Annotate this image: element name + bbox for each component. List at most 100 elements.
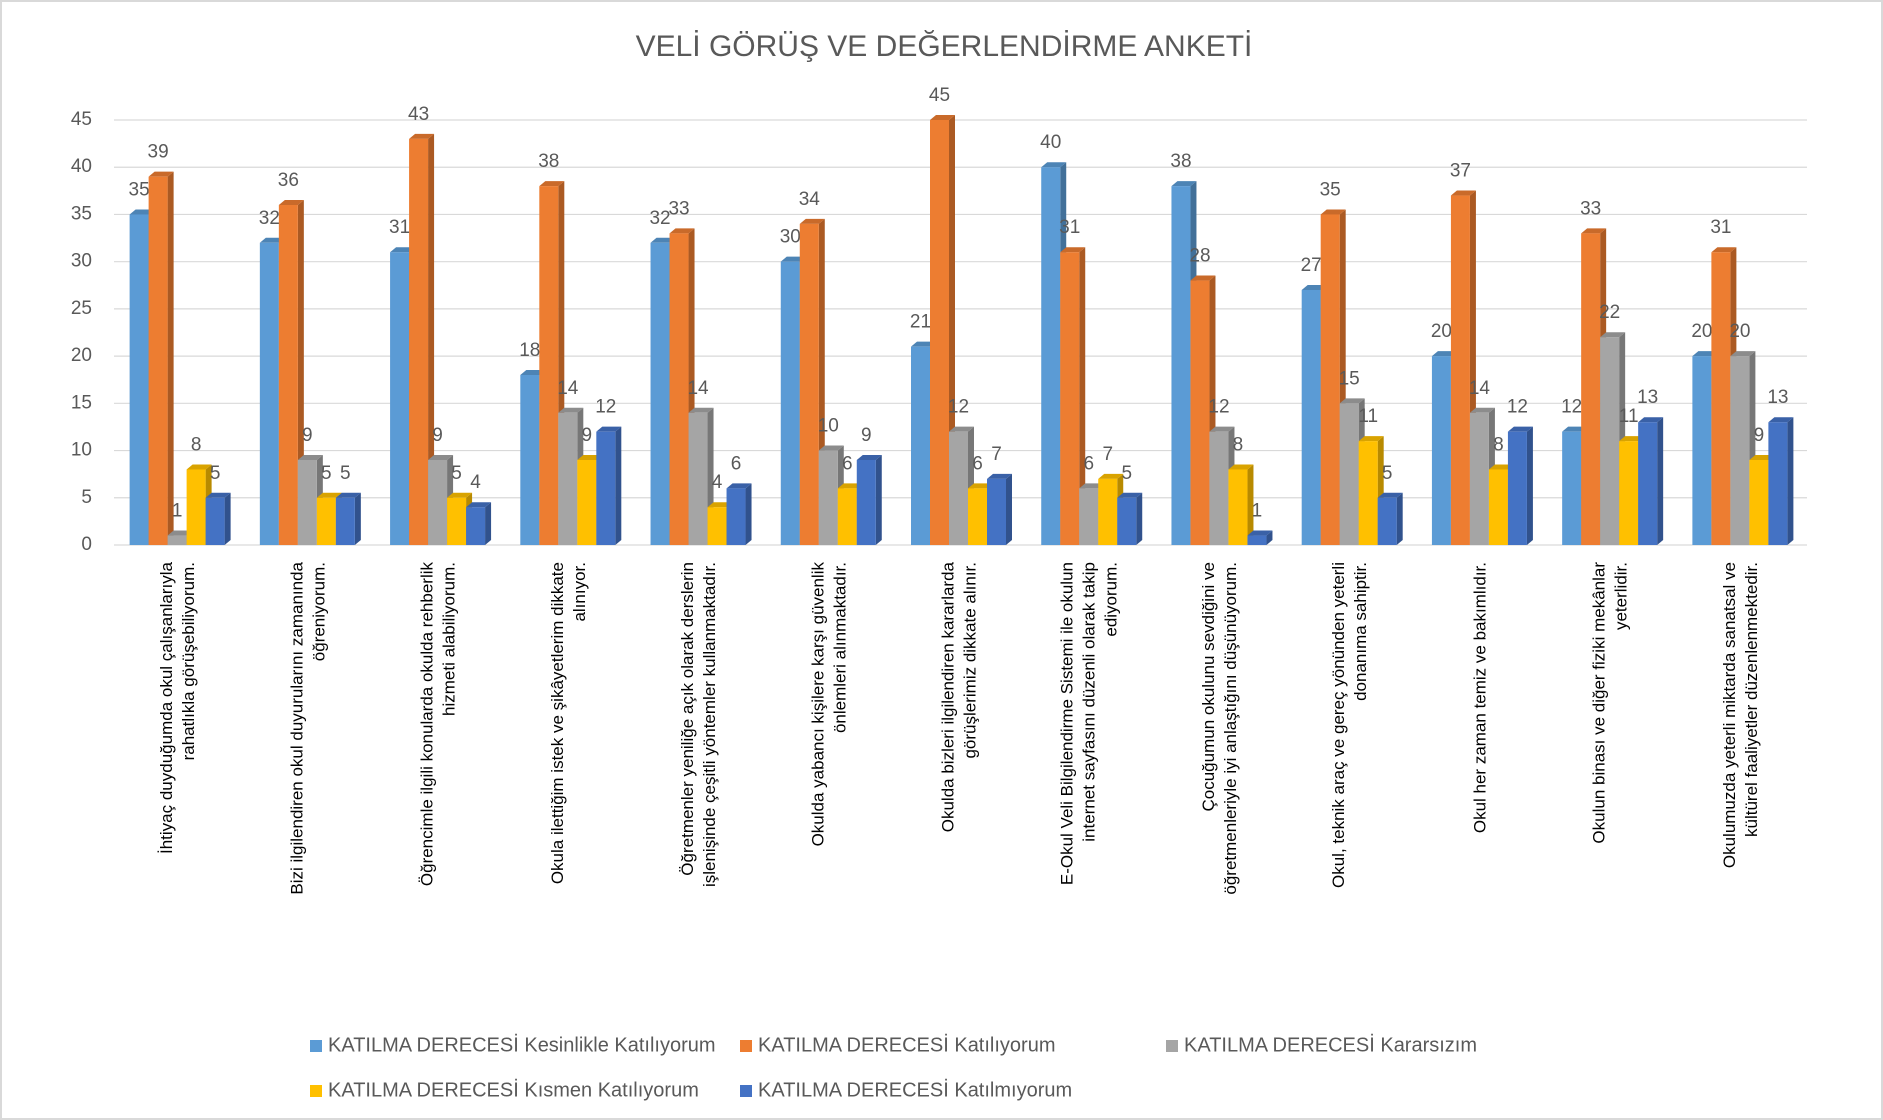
value-label: 21	[910, 312, 931, 333]
bar-top	[799, 218, 825, 224]
x-tick-label: Öğretmenler yeniliğe açık olarak dersler…	[679, 562, 720, 887]
bar-top	[707, 502, 733, 508]
bar	[1358, 441, 1378, 545]
bar	[1768, 422, 1788, 545]
bar	[1301, 290, 1321, 545]
bar-side	[615, 426, 622, 545]
bar-top	[428, 455, 454, 460]
legend-label: KATILMA DERECESİ Katılmıyorum	[758, 1078, 1072, 1101]
bar	[1320, 214, 1340, 545]
value-label: 6	[1083, 453, 1094, 474]
bar	[1098, 478, 1118, 545]
bar	[466, 507, 486, 545]
bar	[1079, 488, 1099, 545]
bar-side	[875, 455, 882, 545]
value-label: 27	[1301, 255, 1322, 276]
bar-top	[1431, 351, 1457, 357]
y-tick-label: 5	[81, 487, 92, 508]
legend-label: KATILMA DERECESİ Kesinlikle Katılıyorum	[328, 1033, 716, 1056]
value-label: 35	[129, 179, 150, 200]
bar-top	[818, 445, 844, 451]
bar	[428, 460, 448, 545]
bar-top	[930, 115, 955, 120]
bar	[1171, 186, 1191, 545]
bar-side	[1657, 417, 1664, 545]
bar-top	[1450, 190, 1476, 196]
bar-top	[409, 133, 435, 139]
legend-swatch	[740, 1085, 752, 1097]
value-label: 18	[519, 340, 540, 361]
value-label: 12	[1507, 397, 1528, 418]
value-label: 10	[818, 416, 839, 437]
bar	[1060, 252, 1080, 545]
bar-top	[297, 455, 323, 460]
value-label: 6	[972, 453, 983, 474]
bar-top	[1190, 275, 1216, 281]
y-tick-label: 40	[71, 156, 92, 177]
bar-side	[224, 492, 231, 545]
legend-swatch	[740, 1040, 752, 1052]
bar	[1730, 356, 1750, 545]
x-tick-label: Okulda yabancı kişilere karşı güvenlik ön…	[809, 562, 850, 847]
bar-side	[1787, 417, 1794, 545]
legend-swatch	[310, 1085, 322, 1097]
value-label: 13	[1767, 387, 1788, 408]
bar-top	[780, 256, 806, 262]
bar-top	[949, 426, 974, 432]
bar-top	[1301, 285, 1327, 290]
bar	[167, 535, 187, 545]
bar-top	[1507, 426, 1533, 432]
bar	[1600, 337, 1620, 545]
bar-top	[1339, 398, 1365, 404]
bar	[316, 497, 336, 545]
value-label: 15	[1339, 368, 1360, 389]
legend-label: KATILMA DERECESİ Kararsızım	[1184, 1033, 1477, 1056]
value-label: 12	[948, 397, 969, 418]
bar	[1041, 167, 1061, 545]
bar-top	[539, 181, 565, 187]
bar-top	[1638, 417, 1664, 423]
bar-top	[596, 426, 622, 432]
bar	[949, 431, 968, 545]
bar-top	[1041, 162, 1067, 168]
bar-top	[1768, 417, 1794, 423]
value-label: 4	[712, 472, 723, 493]
bar-side	[1079, 247, 1086, 545]
bar	[539, 186, 559, 545]
value-label: 20	[1691, 321, 1712, 342]
chart-title: VELİ GÖRÜŞ VE DEĞERLENDİRME ANKETİ	[636, 30, 1253, 63]
bar	[650, 242, 670, 545]
bar-top	[1488, 464, 1514, 470]
value-label: 5	[340, 463, 351, 484]
bar	[780, 261, 800, 545]
bar	[335, 497, 355, 545]
bar	[1692, 356, 1712, 545]
value-label: 6	[842, 453, 853, 474]
value-label: 14	[557, 378, 579, 399]
bar-top	[856, 455, 882, 460]
bar-side	[1396, 492, 1403, 545]
bar-top	[968, 483, 993, 489]
bar-top	[911, 341, 936, 347]
bar	[205, 497, 225, 545]
value-label: 1	[1252, 501, 1263, 522]
bar-side	[428, 133, 435, 545]
value-label: 33	[1580, 198, 1601, 219]
bar-side	[1136, 492, 1143, 545]
value-label: 5	[1382, 463, 1393, 484]
value-label: 34	[799, 189, 821, 210]
bar-top	[1228, 464, 1254, 470]
y-tick-label: 45	[71, 109, 92, 130]
bar	[259, 242, 279, 545]
bar-top	[186, 464, 212, 470]
bar	[1450, 195, 1470, 546]
value-label: 20	[1729, 321, 1750, 342]
value-label: 4	[470, 472, 481, 493]
bar	[799, 223, 819, 545]
bar	[148, 176, 168, 545]
bar-top	[987, 473, 1012, 479]
value-label: 5	[210, 463, 221, 484]
bar-top	[1581, 228, 1607, 234]
value-label: 1	[172, 501, 183, 522]
value-label: 32	[649, 208, 670, 229]
